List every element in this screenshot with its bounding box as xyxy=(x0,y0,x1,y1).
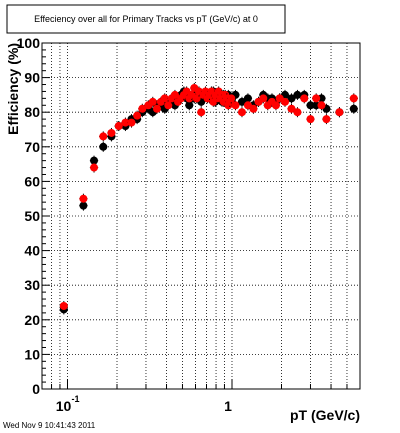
footer-timestamp: Wed Nov 9 10:41:43 2011 xyxy=(3,421,96,430)
axis-ticks xyxy=(41,42,361,390)
chart-title-box: Effeciency over all for Primary Tracks v… xyxy=(6,4,286,34)
data-point xyxy=(349,94,358,103)
data-point xyxy=(107,128,116,137)
data-point xyxy=(237,108,246,117)
x-tick-label: 10 xyxy=(56,398,72,414)
series-red xyxy=(59,82,358,311)
y-tick-label: 30 xyxy=(24,277,40,293)
y-tick-label: 90 xyxy=(24,70,40,86)
y-tick-label: 40 xyxy=(24,243,40,259)
data-point xyxy=(300,94,309,103)
data-point xyxy=(249,104,258,113)
data-point xyxy=(293,108,302,117)
data-point xyxy=(259,94,268,103)
x-tick-label: 1 xyxy=(224,398,232,414)
data-point xyxy=(138,104,147,113)
data-point xyxy=(185,101,194,110)
data-point xyxy=(148,97,157,106)
data-point xyxy=(152,104,161,113)
data-point xyxy=(227,94,236,103)
data-point xyxy=(237,97,246,106)
data-point xyxy=(197,108,206,117)
y-tick-label: 10 xyxy=(24,346,40,362)
data-point xyxy=(306,115,315,124)
x-tick-exponent: -1 xyxy=(71,394,79,404)
y-tick-label: 0 xyxy=(32,381,40,397)
data-point xyxy=(90,156,99,165)
data-series xyxy=(59,82,358,315)
data-point xyxy=(160,94,169,103)
data-point xyxy=(79,201,88,210)
y-axis-title: Efficiency (%) xyxy=(5,43,21,135)
data-point xyxy=(231,101,240,110)
data-point xyxy=(133,111,142,120)
data-point xyxy=(90,163,99,172)
data-point xyxy=(127,118,136,127)
data-point xyxy=(317,101,326,110)
data-point xyxy=(280,97,289,106)
data-point xyxy=(293,90,302,99)
y-tick-label: 100 xyxy=(17,35,41,51)
data-point xyxy=(59,301,68,310)
data-point xyxy=(335,108,344,117)
data-point xyxy=(243,94,252,103)
data-point xyxy=(306,101,315,110)
y-tick-label: 20 xyxy=(24,312,40,328)
data-point xyxy=(322,115,331,124)
x-axis-title: pT (GeV/c) xyxy=(290,407,360,423)
data-point xyxy=(114,122,123,131)
data-point xyxy=(349,104,358,113)
data-point xyxy=(79,194,88,203)
y-tick-label: 80 xyxy=(24,104,40,120)
data-point xyxy=(312,94,321,103)
data-point xyxy=(164,101,173,110)
data-point xyxy=(121,118,130,127)
y-tick-label: 70 xyxy=(24,139,40,155)
data-point xyxy=(99,132,108,141)
data-point xyxy=(271,101,280,110)
data-point xyxy=(170,90,179,99)
data-point xyxy=(99,142,108,151)
chart-title: Effeciency over all for Primary Tracks v… xyxy=(34,14,258,24)
data-point xyxy=(287,104,296,113)
y-tick-label: 50 xyxy=(24,208,40,224)
data-point xyxy=(287,94,296,103)
y-tick-label: 60 xyxy=(24,173,40,189)
